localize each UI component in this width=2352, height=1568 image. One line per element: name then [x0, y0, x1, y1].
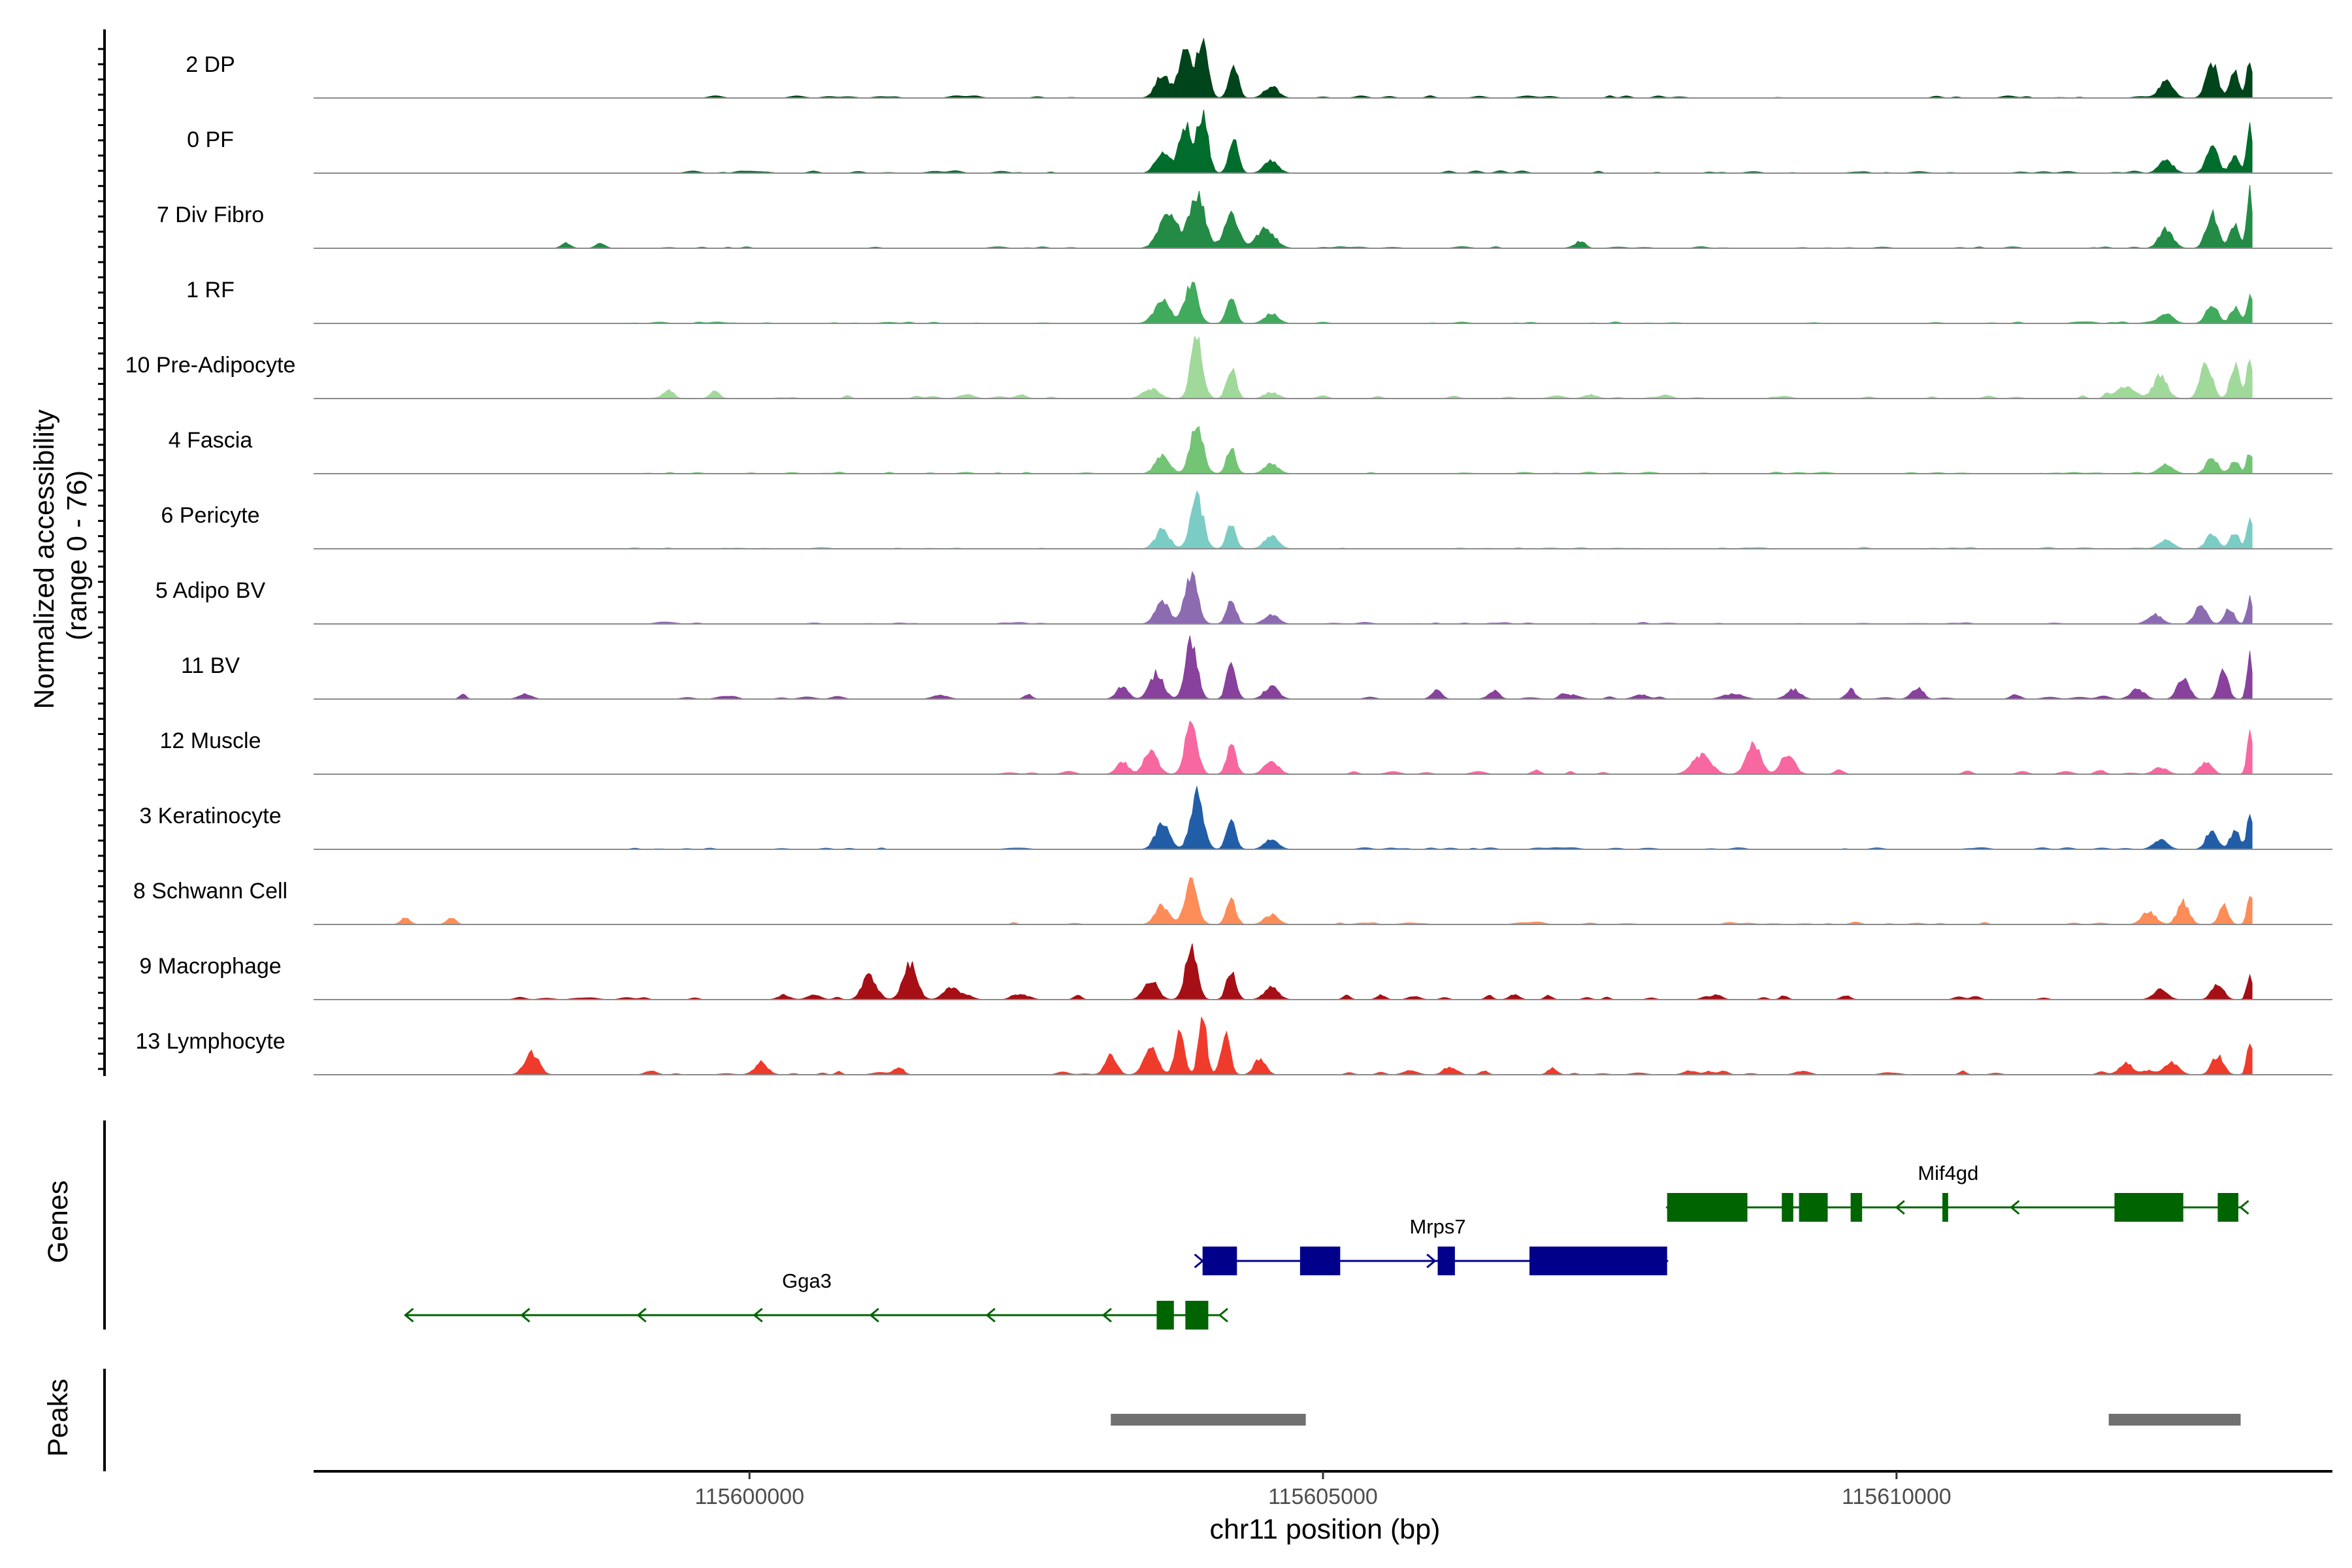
track-label: 8 Schwann Cell [133, 879, 287, 904]
left-axis [98, 29, 106, 1076]
gene-strand-arrow [753, 1307, 763, 1323]
track-label: 9 Macrophage [139, 954, 281, 979]
coverage-area [314, 570, 2253, 625]
peaks-panel-label: Peaks [42, 1379, 74, 1457]
track-label: 4 Fascia [169, 428, 253, 453]
track-label: 3 Keratinocyte [139, 804, 281, 828]
track-label: 0 PF [187, 127, 234, 152]
gene-exon [1782, 1193, 1793, 1222]
x-axis-label: chr11 position (bp) [1210, 1514, 1441, 1545]
peak-region [1111, 1414, 1306, 1426]
gene-strand-arrow [1895, 1200, 1905, 1215]
gene-exon [2114, 1193, 2183, 1222]
y-axis-label: Normalized accessibility (range 0 - 76) [29, 402, 93, 710]
gene-strand-arrow [1102, 1307, 1112, 1323]
peaks-panel [103, 1369, 2241, 1471]
track-label: 11 BV [181, 653, 240, 678]
track-label: 12 Muscle [160, 728, 261, 753]
x-axis: 115600000 115605000 115610000 [314, 1470, 2332, 1509]
track-label: 7 Div Fibro [157, 203, 264, 227]
peak-region [2108, 1414, 2241, 1426]
coverage-area [314, 943, 2253, 1000]
gene-exon [1299, 1247, 1341, 1275]
gene-strand-arrow [1194, 1253, 1204, 1269]
track-label: 2 DP [186, 52, 235, 77]
y-axis-label-line1: Normalized accessibility [29, 409, 60, 709]
coverage-area [314, 786, 2253, 850]
coverage-area [314, 37, 2253, 99]
gene-strand-arrow [636, 1307, 647, 1323]
track-label: 6 Pericyte [161, 503, 259, 528]
x-tick-label: 115600000 [694, 1484, 804, 1509]
gene-strand-arrow [404, 1307, 414, 1323]
coverage-area [314, 282, 2253, 324]
y-axis-label-line2: (range 0 - 76) [61, 470, 93, 641]
coverage-area [314, 109, 2253, 174]
gene-exon [1667, 1193, 1748, 1222]
gene-strand-arrow [1218, 1307, 1228, 1323]
track-label: 1 RF [186, 278, 235, 302]
coverage-area [314, 635, 2253, 700]
gene-strand-arrow [985, 1307, 996, 1323]
gene-strand-arrow [520, 1307, 531, 1323]
gene-label: Mif4gd [1918, 1162, 1978, 1184]
track-label: 10 Pre-Adipocyte [125, 353, 296, 378]
genes-panel-label: Genes [42, 1181, 74, 1264]
gene-label: Gga3 [782, 1269, 832, 1292]
gene-strand-arrow [869, 1307, 879, 1323]
coverage-area [314, 720, 2253, 775]
gene-exon [1202, 1247, 1237, 1275]
coverage-area [314, 335, 2253, 399]
coverage-area [314, 877, 2253, 925]
coverage-tracks: 2 DP 0 PF 7 Div Fibro 1 RF 10 Pre-Adipocyte 4… [125, 37, 2332, 1075]
gene-exon [1156, 1301, 1174, 1330]
coverage-area [314, 1016, 2253, 1075]
track-label: 5 Adipo BV [155, 578, 266, 603]
gene-exon [2217, 1193, 2239, 1222]
gene-exon [1942, 1193, 1948, 1222]
gene-exon [1529, 1247, 1667, 1275]
gene-strand-arrow [2010, 1200, 2020, 1215]
gene-strand-arrow [2239, 1200, 2249, 1215]
gene-exon [1185, 1301, 1209, 1330]
coverage-area [314, 490, 2253, 549]
gene-exon [1437, 1247, 1455, 1275]
gene-label: Mrps7 [1409, 1215, 1465, 1238]
coverage-area [314, 184, 2253, 249]
gene-exon [1799, 1193, 1828, 1222]
x-tick-label: 115610000 [1842, 1484, 1952, 1509]
gene-exon [1850, 1193, 1863, 1222]
gene-strand-arrow [1426, 1253, 1437, 1269]
coverage-area [314, 425, 2253, 474]
x-tick-label: 115605000 [1268, 1484, 1378, 1509]
genes-panel: Gga3 Mrps7 Mif4gd [103, 1120, 2249, 1330]
track-label: 13 Lymphocyte [135, 1029, 285, 1054]
